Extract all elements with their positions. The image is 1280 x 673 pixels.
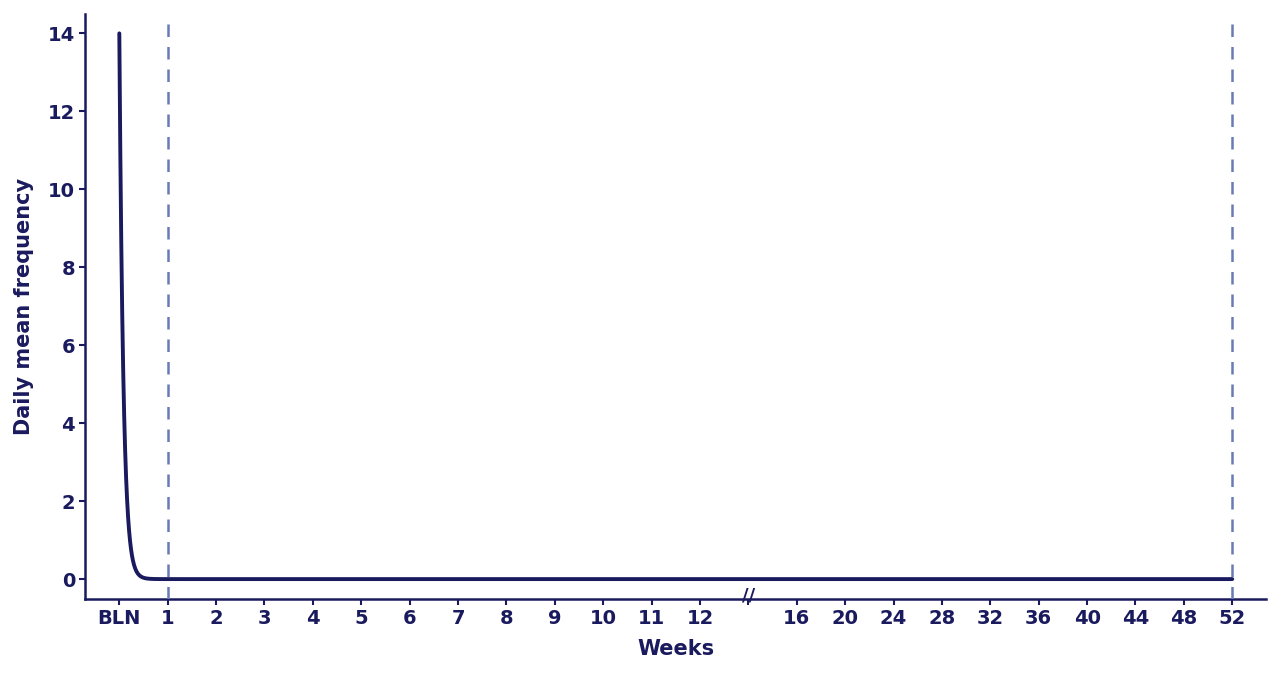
Y-axis label: Daily mean frequency: Daily mean frequency <box>14 178 33 435</box>
X-axis label: Weeks: Weeks <box>637 639 714 659</box>
Text: //: // <box>741 586 755 604</box>
